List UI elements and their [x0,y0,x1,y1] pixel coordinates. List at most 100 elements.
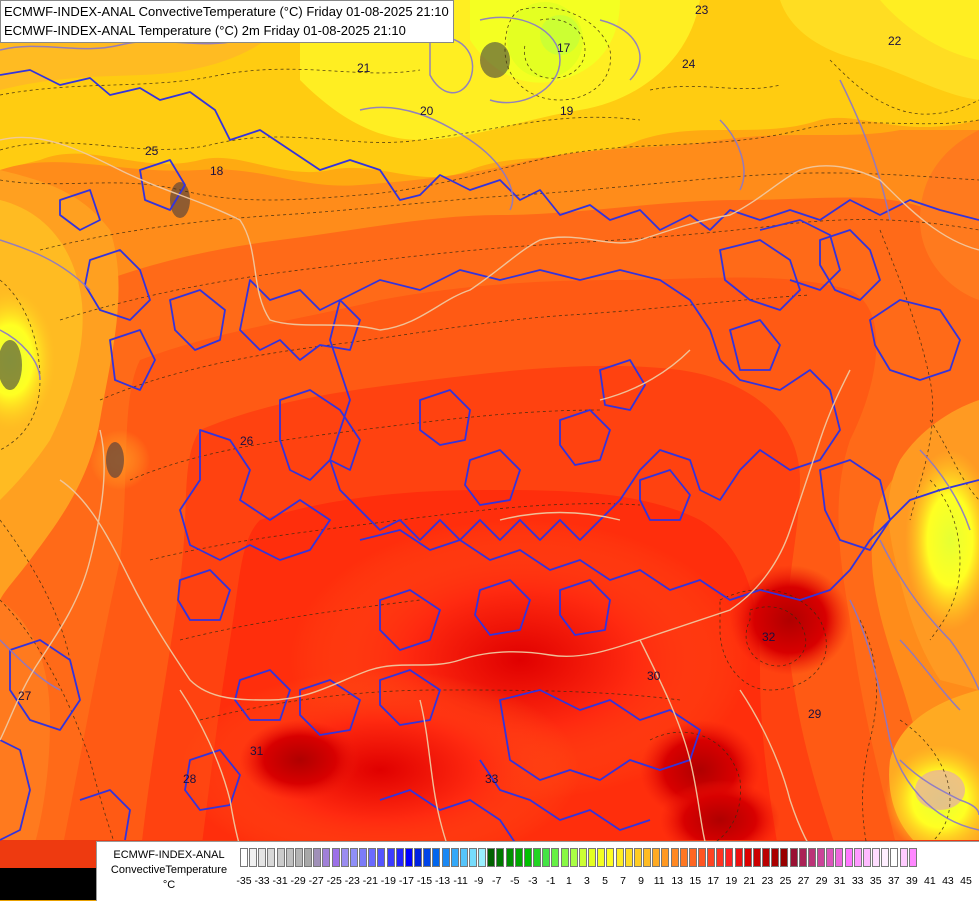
map-label: 28 [183,772,197,786]
legend-tick-label: -7 [492,875,502,887]
legend-swatch [377,848,386,867]
legend-swatch [569,848,578,867]
legend-tick-label: 7 [620,875,626,887]
legend-tick-label: -5 [510,875,520,887]
legend-tick-label: -23 [344,875,360,887]
legend-swatch [441,848,450,867]
legend-swatch [487,848,496,867]
legend-tick-label: 21 [743,875,756,887]
legend-tick-label: 1 [565,875,572,887]
legend-swatch [826,848,835,867]
legend-swatch [331,848,340,867]
contour-labels: 23 22 21 25 18 20 24 26 27 28 29 31 32 3… [18,3,902,786]
legend-tick-label: -15 [416,875,433,887]
legend-unit: °C [162,879,176,891]
legend-swatch [624,848,633,867]
map-label: 27 [18,689,32,703]
legend-swatch [615,848,624,867]
map-label: 19 [560,104,574,118]
legend-title: ECMWF-INDEX-ANAL ConvectiveTemperature °… [101,848,237,893]
legend-swatch [899,848,908,867]
legend-swatch [670,848,679,867]
legend-tick-label: -25 [326,875,342,887]
legend-swatch [872,848,881,867]
title-box: ECMWF-INDEX-ANAL ConvectiveTemperature (… [0,0,454,43]
legend-tick-label: 37 [887,875,900,887]
legend-swatch [395,848,404,867]
legend-swatch [633,848,642,867]
legend-swatch [688,848,697,867]
legend-tick-label: -13 [434,875,451,887]
legend-swatch [523,848,532,867]
legend-tick-label: 35 [869,875,882,887]
legend-swatch [762,848,771,867]
legend-swatch [423,848,432,867]
legend-tick-label: 17 [707,875,720,887]
legend-swatch [578,848,587,867]
legend-tick-label: -27 [308,875,324,887]
legend-swatch [459,848,468,867]
legend-tick-label: 19 [725,875,738,887]
legend-swatch [414,848,423,867]
legend-tick-label: 25 [779,875,792,887]
legend-swatch [285,848,294,867]
map-label: 20 [420,104,434,118]
black-corner [0,868,96,900]
legend-swatch [853,848,862,867]
legend-swatch [908,848,917,867]
legend-swatch [679,848,688,867]
legend-tick-label: 39 [906,875,918,887]
legend-tick-label: 11 [653,875,665,887]
legend-swatch [359,848,368,867]
legend-swatch [881,848,890,867]
map-label: 23 [695,3,709,17]
legend-swatch [478,848,487,867]
legend-swatch [652,848,661,867]
legend-tick-label: -29 [290,875,306,887]
legend-swatch [606,848,615,867]
legend-tick-label: -33 [254,875,270,887]
legend-swatch [890,848,899,867]
map-label: 31 [250,744,264,758]
title-line-1: ECMWF-INDEX-ANAL ConvectiveTemperature (… [4,4,449,19]
legend-tick-label: 23 [761,875,774,887]
map-label: 30 [647,669,661,683]
legend-tick-label: 41 [924,875,936,887]
legend-tick-label: -19 [380,875,396,887]
legend-swatch [240,848,248,867]
hatched-patches [0,42,510,478]
legend-swatch [551,848,560,867]
legend-tick-label: 27 [797,875,810,887]
legend-swatch [294,848,303,867]
legend-swatch [267,848,276,867]
map-label: 21 [357,61,371,75]
legend-tick-label: -21 [362,875,378,887]
map-label: 24 [682,57,696,71]
legend-tick-label: -9 [473,875,484,887]
map-label: 25 [145,144,159,158]
legend-tick-label: 3 [584,875,590,887]
legend-swatch [661,848,670,867]
legend-tick-label: 29 [815,875,828,887]
legend-swatch [258,848,267,867]
legend-swatch [643,848,652,867]
legend-swatch [835,848,844,867]
legend-tick-label: -1 [546,875,556,887]
legend-swatch [386,848,395,867]
legend-swatch [707,848,716,867]
legend-swatch [771,848,780,867]
legend-swatch [588,848,597,867]
legend-tick-label: -31 [272,875,288,887]
legend-tick-label: -3 [528,875,538,887]
legend-swatch [862,848,871,867]
legend-tick-label: -35 [236,875,252,887]
map-label: 18 [210,164,224,178]
legend-swatch [798,848,807,867]
legend-tick-label: 9 [638,875,645,887]
legend-swatch [249,848,258,867]
color-legend: ECMWF-INDEX-ANAL ConvectiveTemperature °… [96,841,979,901]
legend-swatch [698,848,706,867]
legend-swatch [514,848,523,867]
map-label: 33 [485,772,499,786]
